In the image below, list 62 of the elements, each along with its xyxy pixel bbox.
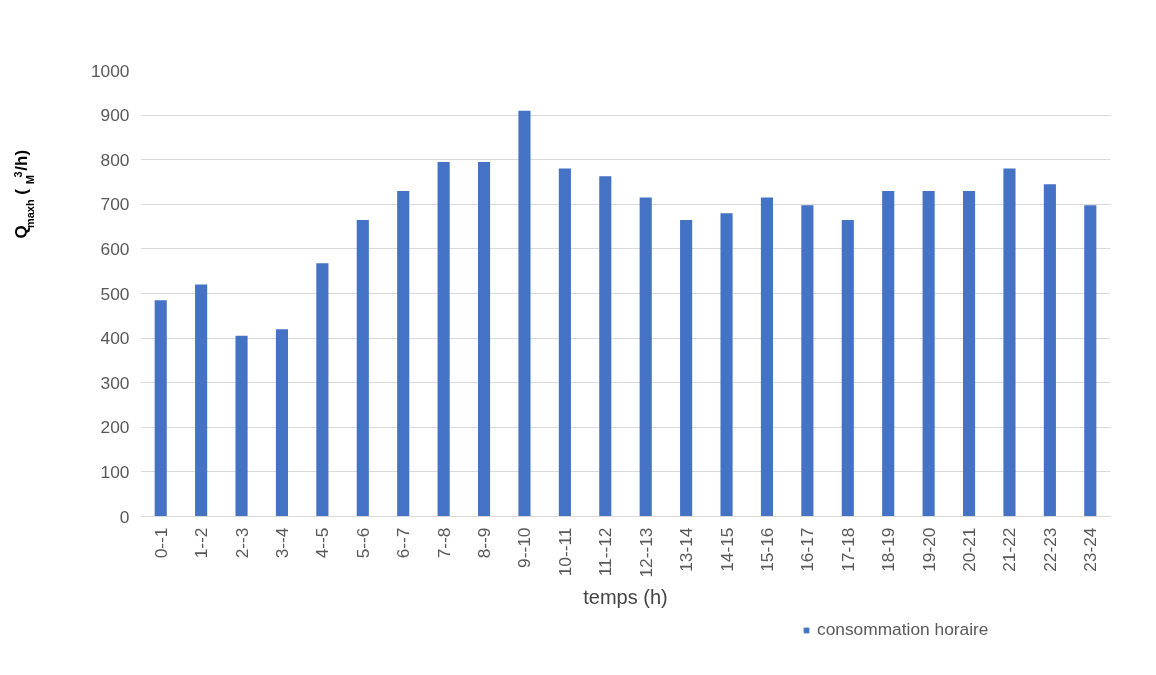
x-tick-label: 19-20	[918, 527, 939, 572]
bar	[397, 190, 410, 517]
legend-label: consommation horaire	[817, 619, 989, 640]
x-tick-label: 14-15	[716, 527, 737, 572]
bar	[437, 161, 450, 517]
y-tick-label: 200	[100, 417, 130, 438]
x-tick-label: 0--1	[150, 527, 171, 559]
y-tick-label: 800	[100, 149, 130, 170]
x-tick-label: 13-14	[676, 527, 697, 572]
bar	[922, 190, 935, 517]
x-tick-label: 16-17	[797, 527, 818, 572]
x-tick-label: 15-16	[756, 527, 777, 572]
x-tick-label: 18-19	[878, 527, 899, 572]
y-axis-title: Qmaxh (M3/h)	[11, 149, 36, 239]
x-tick-label: 4--5	[312, 527, 333, 559]
x-tick-label: 9--10	[514, 527, 535, 568]
x-tick-label: 10--11	[554, 527, 575, 577]
x-tick-label: 5--6	[352, 527, 373, 559]
bar	[154, 300, 167, 517]
bar	[680, 219, 693, 517]
bar	[639, 197, 652, 517]
x-tick-label: 1--2	[191, 527, 212, 559]
x-axis-title: temps (h)	[583, 585, 668, 608]
bar	[316, 263, 329, 517]
bar	[760, 197, 774, 517]
bar	[1043, 184, 1056, 517]
bar	[518, 110, 531, 517]
bar	[720, 213, 733, 517]
x-tick-label: 11--12	[595, 527, 616, 577]
x-tick-label: 6--7	[393, 527, 414, 559]
x-tick-label: 20-21	[959, 527, 980, 572]
y-tick-label: 500	[100, 283, 130, 304]
y-tick-label: 300	[100, 372, 130, 393]
bar	[801, 205, 814, 517]
bar	[275, 329, 289, 517]
x-tick-label: 23-24	[1080, 527, 1101, 572]
bar	[477, 161, 491, 517]
y-tick-label: 100	[100, 461, 130, 482]
bar	[882, 190, 895, 517]
x-tick-label: 2--3	[231, 527, 252, 559]
x-tick-label: 3--4	[271, 527, 292, 559]
bar	[599, 176, 612, 517]
x-tick-label: 17-18	[837, 527, 858, 572]
bar	[558, 168, 571, 517]
bar	[1084, 205, 1097, 517]
bar	[1003, 168, 1016, 517]
y-tick-label: 0	[119, 506, 130, 527]
y-tick-label: 1000	[90, 60, 130, 81]
x-tick-label: 8--9	[474, 527, 495, 559]
x-tick-label: 7--8	[433, 527, 454, 559]
x-tick-label: 12--13	[635, 527, 656, 578]
bar	[195, 284, 208, 517]
y-tick-label: 700	[100, 194, 130, 215]
x-tick-label: 21-22	[999, 527, 1020, 572]
bar	[841, 219, 854, 517]
x-tick-label: 22-23	[1039, 527, 1060, 572]
y-tick-label: 400	[100, 328, 130, 349]
y-tick-label: 600	[100, 238, 130, 259]
bar	[356, 219, 369, 517]
bar	[235, 335, 248, 517]
y-tick-label: 900	[100, 105, 130, 126]
bar	[962, 190, 976, 517]
